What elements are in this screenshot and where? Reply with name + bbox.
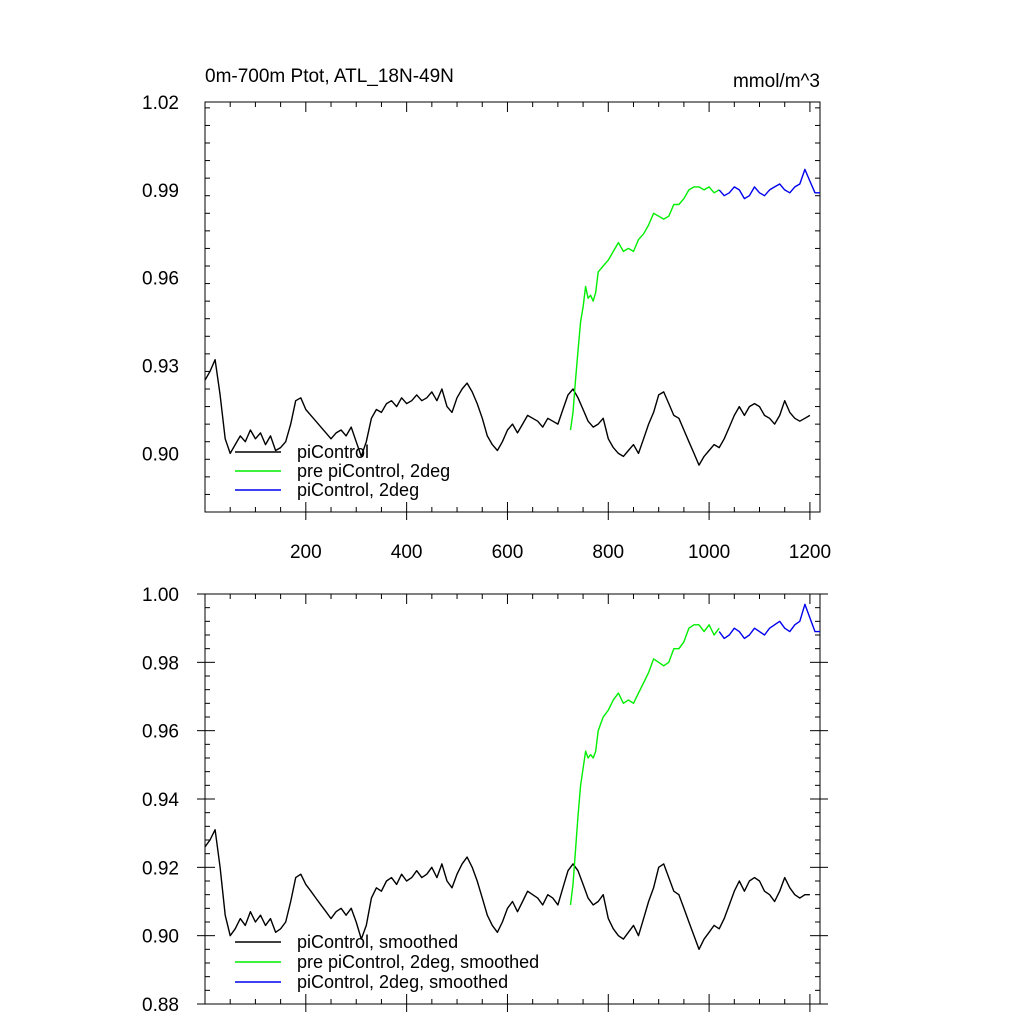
y-tick-label: 0.93: [142, 357, 179, 378]
top-panel: 0m-700m Ptot, ATL_18N-49N mmol/m^3 200 40…: [142, 66, 831, 563]
series-line: [204, 829, 810, 950]
series-line: [204, 359, 811, 466]
legend-label: pre piControl, 2deg: [297, 461, 450, 481]
bottom-panel: 0.88 0.90 0.92 0.94 0.96 0.98 1.00 piControl, …: [142, 585, 828, 1016]
top-plot-frame: [204, 101, 821, 513]
top-axis-ticks: 200 400 600 800 1000 1200 0.90 0.93 0.96 0.99 1.02: [142, 93, 831, 563]
top-chart-units: mmol/m^3: [733, 71, 820, 92]
y-tick-label: 0.92: [142, 858, 179, 879]
y-tick-label: 1.02: [142, 93, 179, 114]
legend-label: pre piControl, 2deg, smoothed: [297, 952, 539, 972]
y-tick-label: 0.90: [142, 927, 179, 948]
y-tick-label: 0.94: [142, 790, 179, 811]
x-tick-label: 400: [391, 542, 423, 563]
y-tick-label: 0.96: [142, 722, 179, 743]
x-tick-label: 800: [592, 542, 624, 563]
y-tick-label: 0.90: [142, 444, 179, 465]
series-line: [569, 186, 720, 431]
legend-label: piControl, smoothed: [297, 932, 458, 952]
top-series-lines: [204, 168, 820, 466]
x-tick-label: 600: [492, 542, 524, 563]
series-line: [718, 168, 820, 200]
y-tick-label: 0.99: [142, 181, 179, 202]
y-tick-label: 0.88: [142, 995, 179, 1016]
series-line: [718, 603, 820, 640]
y-tick-label: 0.98: [142, 653, 179, 674]
legend-label: piControl: [297, 442, 369, 462]
x-tick-label: 1200: [789, 542, 831, 563]
top-chart-title: 0m-700m Ptot, ATL_18N-49N: [205, 66, 454, 87]
y-tick-label: 1.00: [142, 585, 179, 606]
x-tick-label: 200: [290, 542, 322, 563]
series-line: [569, 624, 720, 905]
bottom-axis-ticks: 0.88 0.90 0.92 0.94 0.96 0.98 1.00: [142, 585, 828, 1016]
x-tick-label: 1000: [688, 542, 730, 563]
legend-label: piControl, 2deg, smoothed: [297, 972, 508, 992]
y-tick-label: 0.96: [142, 269, 179, 290]
legend-label: piControl, 2deg: [297, 480, 419, 500]
bottom-series-lines: [204, 603, 820, 950]
